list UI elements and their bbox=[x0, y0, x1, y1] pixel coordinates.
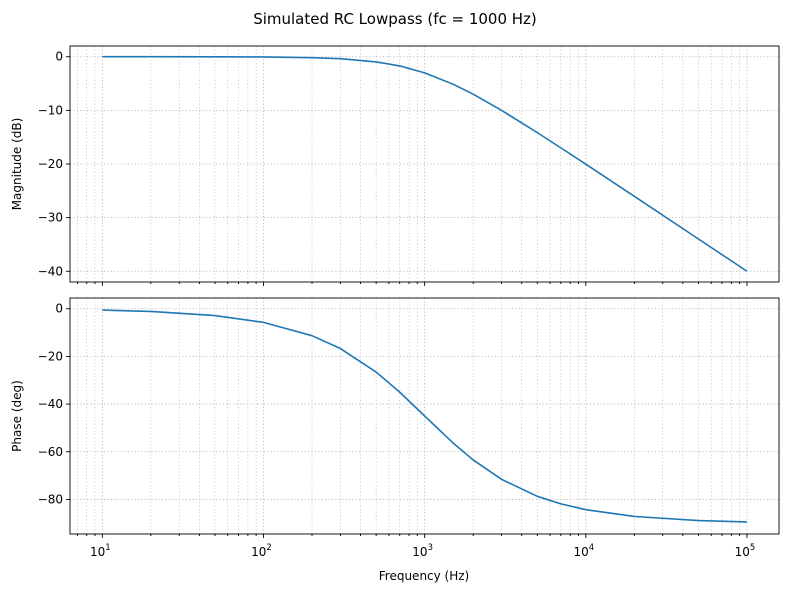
axes-frame bbox=[69, 297, 780, 535]
x-tick-label-exponent: 3 bbox=[428, 543, 433, 553]
x-tick-label-base: 10 bbox=[251, 545, 266, 559]
y-tick-label: −10 bbox=[38, 103, 63, 117]
phase-axis-label: Phase (deg) bbox=[10, 380, 24, 452]
x-tick-label: 104 bbox=[573, 543, 594, 559]
y-tick-label: −40 bbox=[38, 264, 63, 278]
y-tick-label: −20 bbox=[38, 157, 63, 171]
y-tick-label: 0 bbox=[55, 302, 63, 316]
x-tick-label-exponent: 2 bbox=[266, 543, 271, 553]
frequency-axis-label: Frequency (Hz) bbox=[379, 569, 470, 583]
figure-title: Simulated RC Lowpass (fc = 1000 Hz) bbox=[253, 10, 537, 28]
y-tick-label: −80 bbox=[38, 492, 63, 506]
series-line-magnitude bbox=[102, 55, 748, 272]
magnitude-panel: 0 −10 −20 −30 −40 bbox=[38, 45, 780, 286]
x-tick-label-base: 10 bbox=[573, 545, 588, 559]
y-tick-label: −30 bbox=[38, 211, 63, 225]
x-tick-label: 103 bbox=[412, 543, 433, 559]
x-tick-label: 102 bbox=[251, 543, 272, 559]
x-tick-label-base: 10 bbox=[412, 545, 427, 559]
y-tick-label: −60 bbox=[38, 445, 63, 459]
x-tick-label-base: 10 bbox=[735, 545, 750, 559]
x-tick-label: 105 bbox=[735, 543, 756, 559]
x-tick-label-base: 10 bbox=[90, 545, 105, 559]
y-tick-label: −20 bbox=[38, 349, 63, 363]
x-tick-label-exponent: 5 bbox=[750, 543, 755, 553]
y-tick-label: 0 bbox=[55, 50, 63, 64]
y-tick-label: −40 bbox=[38, 397, 63, 411]
series-line-phase bbox=[102, 309, 748, 523]
x-tick-label: 101 bbox=[90, 543, 111, 559]
x-tick-label-exponent: 1 bbox=[105, 543, 110, 553]
x-tick-label-exponent: 4 bbox=[589, 543, 594, 553]
magnitude-axis-label: Magnitude (dB) bbox=[10, 118, 24, 211]
axes-frame bbox=[69, 45, 780, 283]
